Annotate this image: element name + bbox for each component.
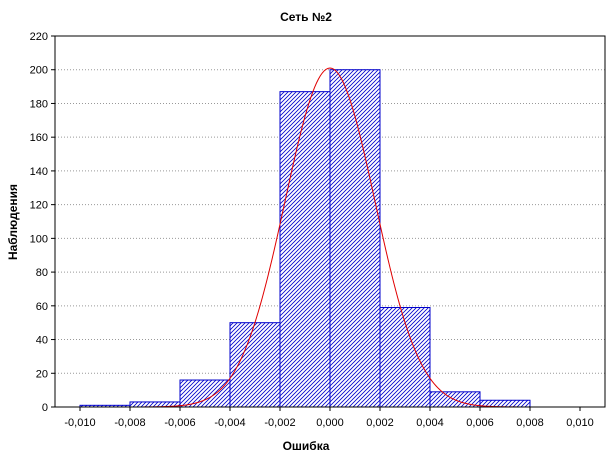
x-tick-label: 0,000 — [316, 417, 344, 429]
x-tick-label: -0,002 — [264, 417, 295, 429]
y-tick-label: 40 — [36, 335, 48, 347]
y-tick-label: 20 — [36, 368, 48, 380]
x-tick-label: -0,008 — [114, 417, 145, 429]
histogram-bars — [79, 69, 531, 408]
y-tick-label: 160 — [30, 132, 48, 144]
x-tick-label: -0,010 — [64, 417, 95, 429]
histogram-bar — [279, 91, 331, 408]
x-axis-title: Ошибка — [283, 439, 330, 453]
y-tick-label: 100 — [30, 233, 48, 245]
y-tick-label: 200 — [30, 65, 48, 77]
histogram-bar — [329, 69, 381, 408]
y-tick-label: 120 — [30, 200, 48, 212]
x-tick-label: 0,010 — [566, 417, 594, 429]
histogram-bar — [179, 379, 231, 408]
x-tick-label: 0,006 — [466, 417, 494, 429]
y-axis: 0 20 40 60 80 100 120 140 160 180 200 220 — [30, 31, 55, 414]
x-axis: -0,010 -0,008 -0,006 -0,004 -0,002 0,000 0,002… — [64, 407, 594, 429]
y-tick-label: 60 — [36, 301, 48, 313]
x-tick-label: -0,004 — [214, 417, 245, 429]
y-axis-title: Наблюдения — [6, 184, 20, 260]
histogram-bar — [229, 322, 281, 408]
x-tick-label: 0,002 — [366, 417, 394, 429]
x-tick-label: 0,008 — [516, 417, 544, 429]
y-tick-label: 220 — [30, 31, 48, 43]
normal-curve — [117, 67, 543, 408]
x-tick-label: -0,006 — [164, 417, 195, 429]
x-tick-label: 0,004 — [416, 417, 444, 429]
chart-title: Сеть №2 — [280, 10, 332, 24]
y-tick-label: 80 — [36, 267, 48, 279]
y-tick-label: 0 — [42, 402, 48, 414]
y-tick-label: 180 — [30, 98, 48, 110]
y-tick-label: 140 — [30, 166, 48, 178]
